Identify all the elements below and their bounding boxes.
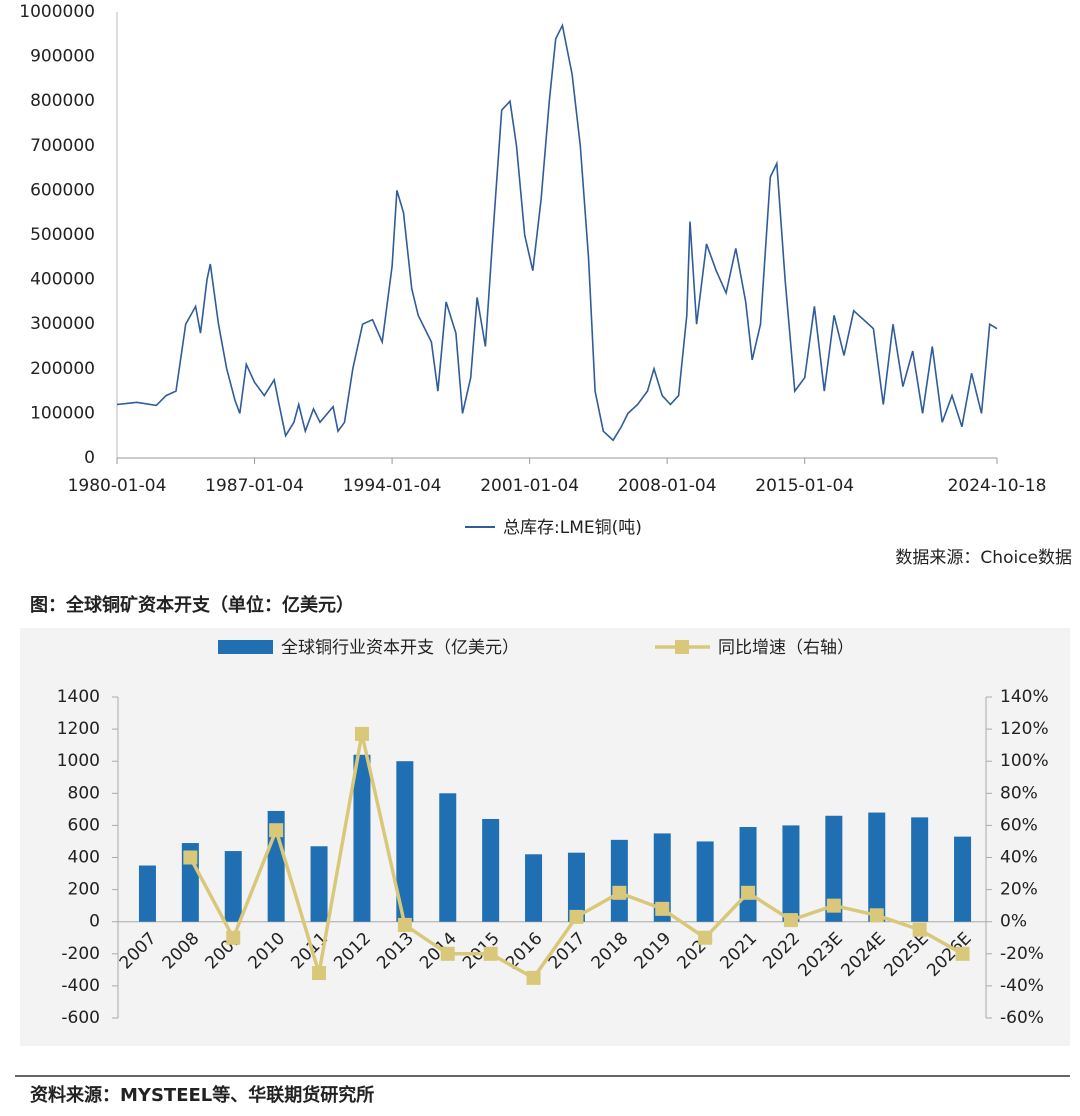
bar [525,854,543,922]
bar [610,839,628,922]
x-tick-label: 2024-10-18 [948,476,1047,496]
y2-tick-label: 80% [1000,783,1038,803]
y-tick-label: 700000 [30,136,95,156]
y2-tick-label: 40% [1000,848,1038,868]
line-marker [183,850,198,865]
y-tick-label: 800 [68,783,100,803]
bar [567,852,585,922]
y2-tick-label: 60% [1000,815,1038,835]
y2-tick-label: 140% [1000,687,1049,707]
y-tick-label: 1200 [57,719,100,739]
line-marker [269,823,284,838]
line-marker [526,970,541,985]
y-tick-label: 1000000 [19,2,95,22]
bar [482,818,500,922]
bar [954,836,972,922]
y-tick-label: 200000 [30,359,95,379]
line-marker [226,930,241,945]
line-marker [912,922,927,937]
y2-tick-label: 100% [1000,751,1049,771]
bar [224,851,242,922]
y-tick-label: 600 [68,815,100,835]
chart-title: 图：全球铜矿资本开支（单位：亿美元） [30,594,354,616]
y-tick-label: -200 [61,944,100,964]
y-tick-label: 600000 [30,180,95,200]
y2-tick-label: 20% [1000,880,1038,900]
line-marker [569,909,584,924]
y-tick-label: 900000 [30,47,95,67]
y2-tick-label: 120% [1000,719,1049,739]
line-marker [312,966,327,981]
legend-swatch [218,640,273,654]
y-tick-label: 300000 [30,314,95,334]
y-tick-label: 0 [84,448,95,468]
bar [782,825,800,922]
source: 数据来源：Choice数据 [895,548,1072,568]
y-tick-label: 1000 [57,751,100,771]
y-tick-label: 400000 [30,270,95,290]
line-series [116,22,998,442]
line-marker [955,946,970,961]
line-marker [655,901,670,916]
bar [825,815,843,922]
y2-tick-label: -40% [1000,976,1044,996]
legend-label: 总库存:LME铜(吨) [503,518,642,538]
line-marker [612,885,627,900]
line-marker [869,908,884,923]
x-tick-label: 1994-01-04 [343,476,442,496]
line-marker [354,726,369,741]
plot-bg [20,628,1070,1046]
line-marker [741,885,756,900]
legend-marker [675,640,689,654]
y-tick-label: 500000 [30,225,95,245]
bar [739,827,757,922]
y2-tick-label: -20% [1000,944,1044,964]
bar [653,833,671,922]
bar [911,817,929,922]
x-tick-label: 2001-01-04 [480,476,579,496]
line-marker [826,898,841,913]
bar [310,846,328,922]
legend-label: 全球铜行业资本开支（亿美元） [281,638,519,658]
line-marker [783,913,798,928]
y-tick-label: 0 [89,912,100,932]
line-marker [483,946,498,961]
y-tick-label: 200 [68,880,100,900]
y2-tick-label: -60% [1000,1008,1044,1028]
x-tick-label: 2008-01-04 [618,476,717,496]
line-marker [440,946,455,961]
y-tick-label: -600 [61,1008,100,1028]
bar [138,865,156,922]
y-tick-label: 1400 [57,687,100,707]
legend-label: 同比增速（右轴） [718,638,854,658]
x-tick-label: 1980-01-04 [68,476,167,496]
bar [696,841,714,922]
bar [439,793,457,922]
bar [868,812,886,922]
line-marker [698,930,713,945]
bar [353,754,371,922]
y-tick-label: 400 [68,848,100,868]
line-marker [397,917,412,932]
y-tick-label: -400 [61,976,100,996]
y-tick-label: 100000 [30,403,95,423]
y-tick-label: 800000 [30,91,95,111]
x-tick-label: 2015-01-04 [755,476,854,496]
bar [396,761,414,922]
y2-tick-label: 0% [1000,912,1027,932]
source: 资料来源：MYSTEEL等、华联期货研究所 [30,1084,374,1106]
x-tick-label: 1987-01-04 [205,476,304,496]
